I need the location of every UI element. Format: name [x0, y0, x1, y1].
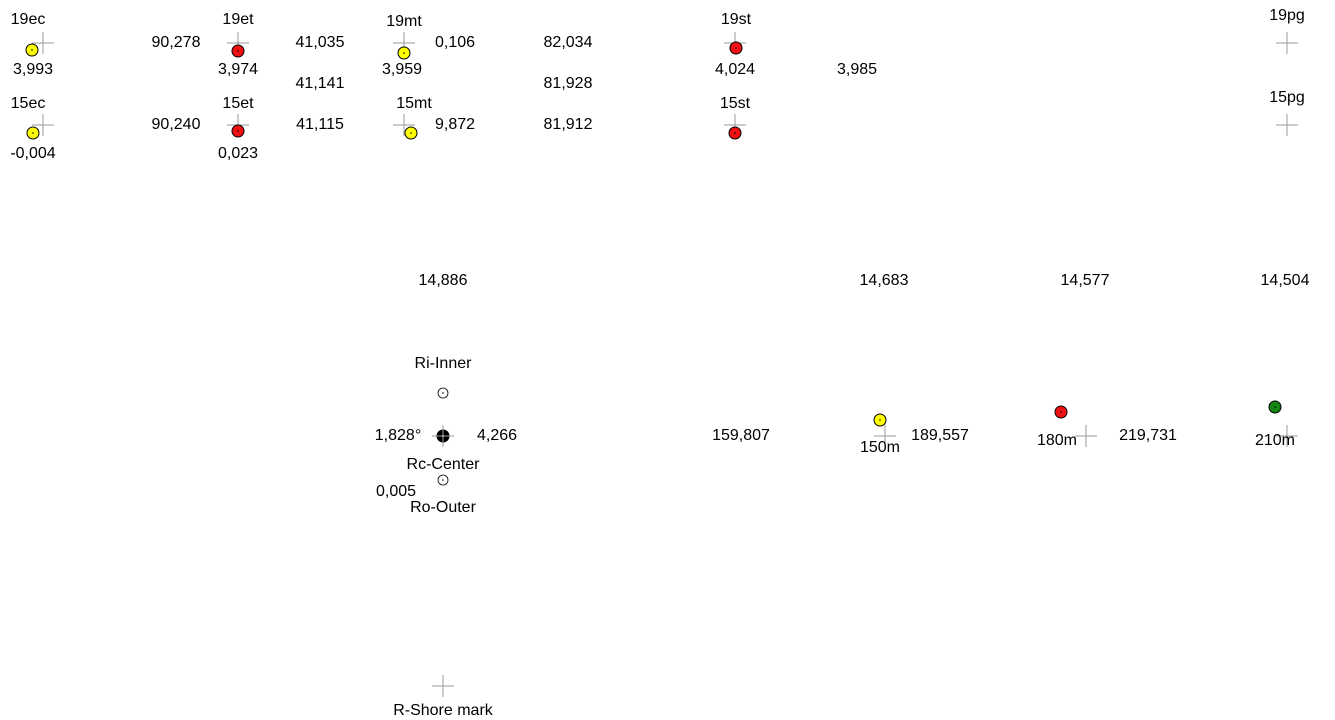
point-label: 150m [860, 439, 900, 456]
value-label: 1,828° [375, 427, 421, 444]
value-label: 3,974 [218, 61, 258, 78]
value-label: 14,886 [419, 272, 468, 289]
point-label: 15st [720, 95, 751, 112]
center-dot [410, 132, 412, 134]
value-label: 9,872 [435, 116, 475, 133]
point-label: 210m [1255, 432, 1295, 449]
value-label: 159,807 [712, 427, 770, 444]
center-dot [442, 392, 444, 394]
point-label: 15ec [11, 95, 46, 112]
center-dot [734, 132, 736, 134]
center-dot [442, 479, 444, 481]
value-label: 0,106 [435, 34, 475, 51]
point-label: Ri-Inner [415, 355, 473, 372]
point-label: 15pg [1269, 89, 1305, 106]
center-dot [237, 50, 239, 52]
value-label: 90,240 [152, 116, 201, 133]
point-label: 180m [1037, 432, 1077, 449]
value-label: 0,005 [376, 483, 416, 500]
value-label: 3,985 [837, 61, 877, 78]
value-label: 81,912 [544, 116, 593, 133]
value-label: 90,278 [152, 34, 201, 51]
point-label: 19pg [1269, 7, 1305, 24]
value-label: 14,504 [1261, 272, 1310, 289]
point-label: 15et [222, 95, 254, 112]
value-label: 14,577 [1061, 272, 1110, 289]
value-label: 189,557 [911, 427, 969, 444]
point-label: 19st [721, 11, 752, 28]
value-label: 3,993 [13, 61, 53, 78]
value-label: 82,034 [544, 34, 593, 51]
center-dot [403, 52, 405, 54]
point-label: 19ec [11, 11, 46, 28]
center-dot [442, 435, 444, 437]
value-label: 81,928 [544, 75, 593, 92]
point-label: Ro-Outer [410, 499, 476, 516]
center-dot [1060, 411, 1062, 413]
point-label: Rc-Center [407, 456, 481, 473]
point-label: 19mt [386, 13, 422, 30]
center-dot [1274, 406, 1276, 408]
center-dot [31, 49, 33, 51]
value-label: 3,959 [382, 61, 422, 78]
center-dot [32, 132, 34, 134]
point-label: 15mt [396, 95, 432, 112]
value-label: 219,731 [1119, 427, 1177, 444]
value-label: 41,115 [296, 116, 344, 133]
value-label: 41,035 [296, 34, 345, 51]
value-label: -0,004 [10, 145, 55, 162]
center-dot [879, 419, 881, 421]
value-label: 14,683 [860, 272, 909, 289]
point-label: R-Shore mark [393, 702, 494, 719]
center-dot [237, 130, 239, 132]
value-label: 41,141 [296, 75, 345, 92]
value-label: 4,024 [715, 61, 755, 78]
value-label: 0,023 [218, 145, 258, 162]
center-dot [735, 47, 737, 49]
value-label: 4,266 [477, 427, 517, 444]
point-label: 19et [222, 11, 254, 28]
